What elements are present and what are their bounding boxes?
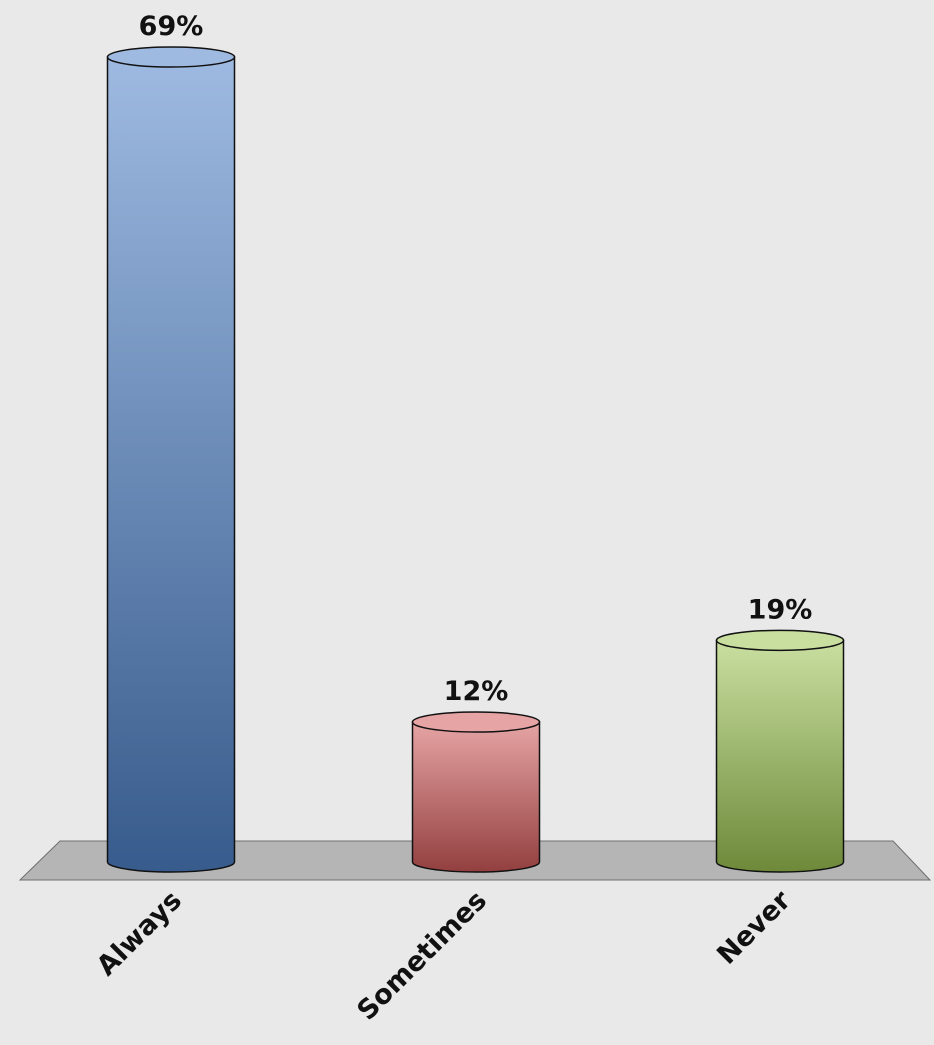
bar-top [411, 711, 541, 733]
bar-top [106, 46, 236, 68]
bar [106, 56, 236, 873]
bar [715, 639, 845, 873]
value-label: 69% [139, 11, 204, 42]
value-label: 19% [748, 594, 813, 625]
bar [411, 721, 541, 873]
value-label: 12% [444, 676, 509, 707]
bar-top [715, 629, 845, 652]
